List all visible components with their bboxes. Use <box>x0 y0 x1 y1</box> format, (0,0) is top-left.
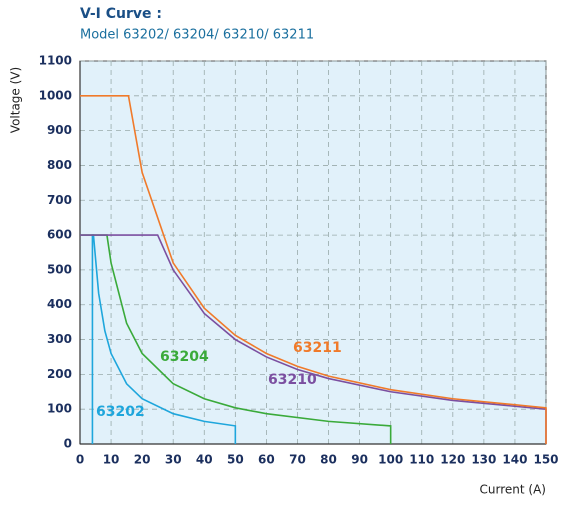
y-tick-label: 300 <box>47 332 72 346</box>
y-tick-label: 1000 <box>39 88 72 102</box>
y-tick-label: 0 <box>64 437 72 451</box>
y-tick-label: 700 <box>47 193 72 207</box>
plot-area <box>79 60 547 445</box>
y-tick-label: 400 <box>47 297 72 311</box>
x-tick-label: 140 <box>502 453 527 467</box>
x-axis-label: Current (A) <box>480 483 546 497</box>
chart-subtitle: Model 63202/ 63204/ 63210/ 63211 <box>80 28 314 43</box>
y-tick-label: 100 <box>47 402 72 416</box>
y-tick-label: 900 <box>47 123 72 137</box>
x-tick-label: 0 <box>76 453 84 467</box>
y-tick-label: 200 <box>47 367 72 381</box>
series-label: 63211 <box>293 340 342 356</box>
x-tick-label: 100 <box>378 453 403 467</box>
x-tick-label: 80 <box>320 453 337 467</box>
x-tick-label: 50 <box>227 453 244 467</box>
y-tick-label: 800 <box>47 158 72 172</box>
x-tick-label: 70 <box>289 453 306 467</box>
series-label: 63204 <box>160 349 209 365</box>
y-tick-label: 600 <box>47 228 72 242</box>
series-label: 63202 <box>96 404 145 420</box>
x-tick-label: 120 <box>440 453 465 467</box>
x-tick-label: 150 <box>533 453 558 467</box>
x-tick-label: 130 <box>471 453 496 467</box>
series-line <box>80 234 392 444</box>
x-tick-label: 90 <box>351 453 368 467</box>
x-tick-label: 40 <box>196 453 213 467</box>
x-tick-label: 10 <box>103 453 120 467</box>
y-tick-label: 500 <box>47 262 72 276</box>
chart-title: V-I Curve : <box>80 6 162 22</box>
y-tick-label: 1100 <box>39 54 72 68</box>
series-line <box>80 95 547 444</box>
x-tick-label: 110 <box>409 453 434 467</box>
x-tick-label: 60 <box>258 453 275 467</box>
y-axis-label: Voltage (V) <box>9 67 23 133</box>
x-tick-label: 30 <box>165 453 182 467</box>
series-line <box>80 234 547 444</box>
series-label: 63210 <box>268 372 317 388</box>
x-tick-label: 20 <box>134 453 151 467</box>
